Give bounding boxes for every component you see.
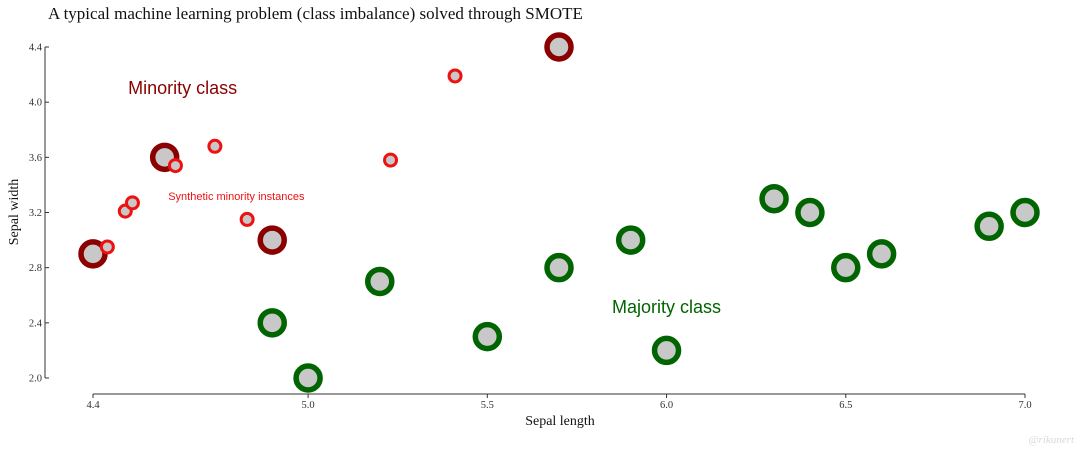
synthetic-point — [383, 152, 399, 168]
synthetic-point — [207, 138, 223, 154]
x-tick-label: 5.5 — [481, 400, 494, 411]
data-points — [78, 32, 1040, 393]
synthetic-point — [167, 158, 183, 174]
chart-title: A typical machine learning problem (clas… — [48, 4, 583, 23]
majority-point — [257, 308, 287, 338]
synthetic-point — [124, 195, 140, 211]
x-tick-label: 4.4 — [86, 400, 100, 411]
majority-point — [293, 363, 323, 393]
minority-point — [544, 32, 574, 62]
x-tick-label: 5.0 — [302, 400, 315, 411]
axes: 2.0 2.4 2.8 3.2 3.6 4.0 4.4 4.4 5.0 5.5 6.0 6.5 7.0 — [29, 43, 1032, 412]
x-axis-label: Sepal length — [525, 414, 595, 429]
synthetic-label: Synthetic minority instances — [168, 191, 305, 203]
majority-point — [651, 335, 682, 366]
majority-label: Majority class — [612, 297, 721, 317]
synthetic-point — [239, 211, 255, 227]
annotations: Minority class Synthetic minority instanc… — [128, 78, 721, 317]
synthetic-point — [99, 239, 115, 255]
majority-point — [615, 225, 646, 255]
minority-label: Minority class — [128, 78, 237, 98]
majority-point — [472, 321, 503, 352]
minority-point — [257, 225, 287, 255]
y-tick-label: 4.0 — [29, 98, 42, 109]
y-tick-label: 2.0 — [29, 374, 42, 385]
y-tick-label: 3.2 — [29, 208, 42, 219]
watermark: @rikunert — [1028, 434, 1075, 446]
majority-point — [831, 252, 861, 283]
majority-point — [1010, 197, 1040, 228]
majority-point — [365, 266, 395, 297]
x-tick-label: 6.5 — [839, 400, 852, 411]
x-tick-label: 7.0 — [1018, 400, 1031, 411]
majority-point — [866, 239, 897, 269]
y-axis-label: Sepal width — [7, 179, 22, 246]
y-tick-label: 2.4 — [29, 318, 43, 329]
y-tick-label: 4.4 — [29, 43, 43, 54]
x-tick-label: 6.0 — [660, 400, 673, 411]
majority-point — [759, 183, 789, 214]
y-tick-label: 3.6 — [29, 153, 42, 164]
synthetic-point — [447, 68, 463, 84]
majority-point — [974, 211, 1004, 242]
y-tick-label: 2.8 — [29, 263, 42, 274]
majority-point — [795, 197, 825, 228]
majority-point — [544, 252, 574, 283]
